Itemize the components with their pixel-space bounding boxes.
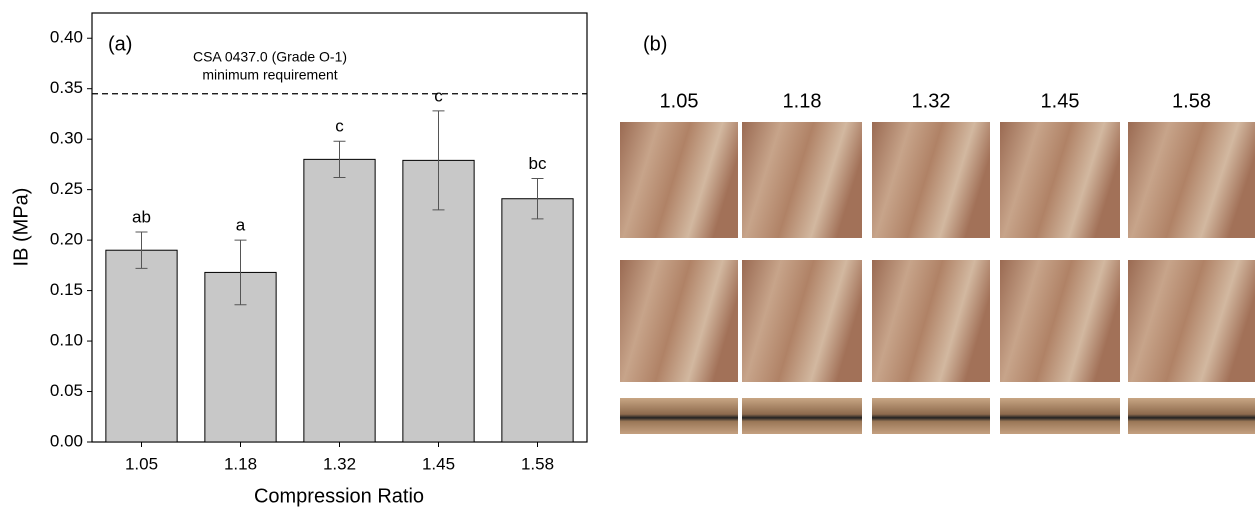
x-tick-label: 1.58 bbox=[521, 454, 554, 473]
sample-edge-photo bbox=[1128, 398, 1255, 434]
reference-label: minimum requirement bbox=[202, 66, 337, 82]
sample-photo bbox=[1128, 260, 1255, 382]
x-tick-label: 1.45 bbox=[422, 454, 455, 473]
sample-photo bbox=[620, 122, 738, 238]
sample-photo bbox=[1000, 122, 1120, 238]
y-tick-label: 0.30 bbox=[50, 129, 83, 148]
significance-label: bc bbox=[529, 154, 547, 173]
x-axis-label: Compression Ratio bbox=[254, 485, 424, 507]
significance-label: a bbox=[236, 216, 246, 235]
sample-edge-photo bbox=[872, 398, 990, 434]
x-tick-label: 1.18 bbox=[224, 454, 257, 473]
sample-photo bbox=[872, 260, 990, 382]
y-tick-label: 0.25 bbox=[50, 179, 83, 198]
y-tick-label: 0.00 bbox=[50, 431, 83, 450]
column-label: 1.45 bbox=[1041, 90, 1080, 112]
sample-photo bbox=[742, 260, 862, 382]
reference-label: CSA 0437.0 (Grade O-1) bbox=[193, 48, 347, 64]
bar bbox=[106, 250, 177, 442]
sample-edge-photo bbox=[742, 398, 862, 434]
y-tick-label: 0.15 bbox=[50, 280, 83, 299]
significance-label: c bbox=[434, 86, 443, 105]
sample-photo bbox=[872, 122, 990, 238]
x-tick-label: 1.32 bbox=[323, 454, 356, 473]
significance-label: ab bbox=[132, 208, 151, 227]
y-tick-label: 0.10 bbox=[50, 331, 83, 350]
panel-label: (a) bbox=[108, 33, 132, 55]
significance-label: c bbox=[335, 117, 344, 136]
panel-label: (b) bbox=[643, 33, 667, 55]
sample-photo bbox=[620, 260, 738, 382]
sample-edge-photo bbox=[1000, 398, 1120, 434]
sample-photo bbox=[742, 122, 862, 238]
sample-edge-photo bbox=[620, 398, 738, 434]
sample-photo bbox=[1128, 122, 1255, 238]
y-tick-label: 0.35 bbox=[50, 78, 83, 97]
sample-photo bbox=[1000, 260, 1120, 382]
bar bbox=[502, 199, 573, 442]
y-tick-label: 0.05 bbox=[50, 381, 83, 400]
column-label: 1.58 bbox=[1172, 90, 1211, 112]
column-label: 1.05 bbox=[660, 90, 699, 112]
column-label: 1.32 bbox=[912, 90, 951, 112]
x-tick-label: 1.05 bbox=[125, 454, 158, 473]
y-axis-label: IB (MPa) bbox=[10, 188, 32, 267]
column-label: 1.18 bbox=[783, 90, 822, 112]
bar bbox=[304, 159, 375, 442]
y-tick-label: 0.20 bbox=[50, 230, 83, 249]
y-tick-label: 0.40 bbox=[50, 28, 83, 47]
figure: (a) Compression Ratio IB (MPa) (b) 0.00 0… bbox=[0, 0, 1259, 511]
